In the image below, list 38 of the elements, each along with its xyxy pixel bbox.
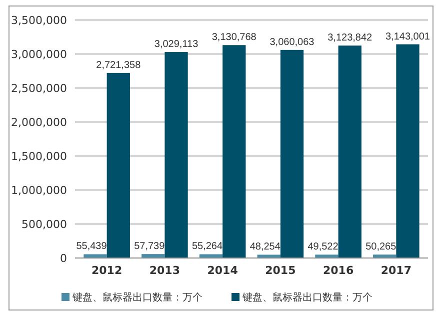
data-label: 50,265 <box>366 242 397 253</box>
bar <box>280 50 304 258</box>
data-label: 2,721,358 <box>96 60 142 71</box>
data-label: 3,029,113 <box>154 39 199 50</box>
data-label: 3,130,768 <box>212 32 257 44</box>
bar <box>257 254 280 258</box>
x-tick-label: 2017 <box>380 264 412 277</box>
data-label: 3,123,842 <box>328 32 373 44</box>
x-tick-label: 2012 <box>92 264 122 277</box>
data-label: 57,739 <box>134 241 166 252</box>
data-label: 55,264 <box>192 241 223 252</box>
data-label: 3,143,001 <box>385 31 430 42</box>
bar <box>199 254 223 258</box>
x-tick-label: 2013 <box>149 264 180 277</box>
y-tick-label: 0 <box>60 252 67 265</box>
y-tick-label: 1,000,000 <box>11 184 67 197</box>
bar <box>106 72 130 258</box>
y-tick-label: 1,500,000 <box>11 150 67 163</box>
data-label: 55,439 <box>76 241 108 252</box>
bar <box>315 254 338 258</box>
x-tick-label: 2015 <box>265 264 296 277</box>
bar <box>338 46 362 258</box>
bar <box>222 45 246 258</box>
y-tick-label: 2,500,000 <box>11 82 67 95</box>
data-label: 48,254 <box>250 242 281 253</box>
y-tick-label: 2,000,000 <box>11 116 67 129</box>
y-tick-label: 3,500,000 <box>11 14 67 27</box>
y-tick-label: 3,000,000 <box>11 48 67 61</box>
legend-label: 键盘、鼠标器出口数量：万个 <box>72 292 202 304</box>
y-tick-label: 500,000 <box>22 218 67 231</box>
x-tick-label: 2016 <box>322 264 354 277</box>
data-label: 3,060,063 <box>270 36 315 48</box>
bar <box>396 44 420 258</box>
bar <box>84 254 107 258</box>
data-label: 49,522 <box>308 242 339 253</box>
bar <box>164 52 188 258</box>
x-tick-label: 2014 <box>207 264 238 277</box>
legend-label: 键盘、鼠标器出口数量：万个 <box>242 292 372 304</box>
